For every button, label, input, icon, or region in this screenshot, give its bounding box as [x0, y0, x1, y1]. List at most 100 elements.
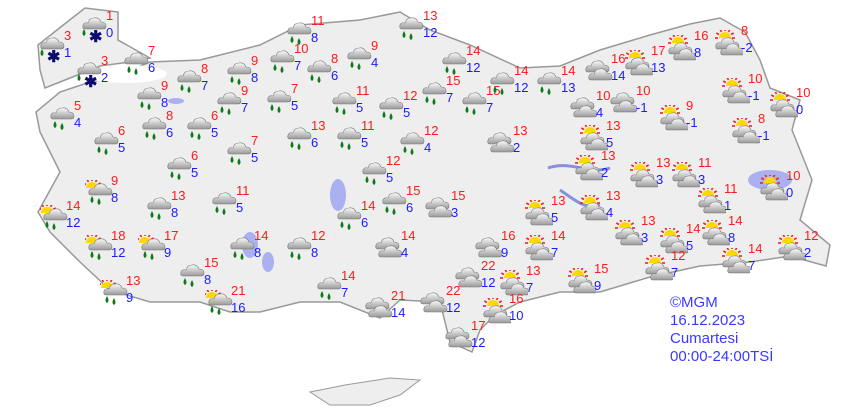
- low-temp: 7: [551, 245, 559, 260]
- high-temp: 13: [126, 273, 141, 288]
- cloudy-icon: [610, 92, 638, 113]
- cloudy-icon: [585, 60, 613, 81]
- station: 13 12: [397, 9, 441, 45]
- station: 15 6: [380, 184, 424, 220]
- low-temp: 3: [451, 205, 459, 220]
- high-temp: 22: [481, 258, 496, 273]
- high-temp: 16: [501, 228, 516, 243]
- high-temp: 13: [551, 193, 566, 208]
- station: 13 3: [630, 156, 674, 192]
- partly-cloudy-icon: [732, 118, 760, 144]
- high-temp: 8: [741, 23, 749, 38]
- high-temp: 16: [611, 51, 626, 66]
- low-temp: 3: [656, 172, 664, 187]
- low-temp: -1: [758, 128, 770, 143]
- rain-icon: [379, 97, 404, 120]
- high-temp: 3: [64, 28, 72, 43]
- partly-cloudy-icon: [660, 105, 688, 131]
- station: 11 3: [672, 156, 716, 192]
- rain-icon: [287, 127, 312, 150]
- high-temp: 14: [728, 213, 743, 228]
- low-temp: 14: [391, 305, 406, 320]
- cloudy-icon: [375, 237, 403, 258]
- sun-rain-icon: [85, 180, 113, 205]
- rain-icon: [267, 90, 292, 113]
- rain-icon: [270, 50, 295, 73]
- low-temp: 7: [446, 90, 454, 105]
- low-temp: 5: [211, 125, 219, 140]
- partly-cloudy-icon: [525, 235, 553, 261]
- rain-icon: [490, 72, 515, 95]
- high-temp: 17: [471, 318, 486, 333]
- low-temp: 14: [611, 68, 626, 83]
- rain-icon: [337, 127, 362, 150]
- high-temp: 8: [331, 51, 339, 66]
- high-temp: 13: [526, 263, 541, 278]
- station: 14 8: [228, 229, 272, 265]
- high-temp: 6: [211, 108, 219, 123]
- svg-text:✱: ✱: [89, 29, 102, 43]
- sun-rain-icon: [100, 280, 128, 305]
- station: 13 9: [100, 274, 144, 310]
- rain-icon: [142, 117, 167, 140]
- rain-icon: [147, 197, 172, 220]
- high-temp: 10: [596, 88, 611, 103]
- high-temp: 10: [786, 168, 801, 183]
- low-temp: 0: [796, 102, 804, 117]
- high-temp: 21: [391, 288, 406, 303]
- low-temp: -1: [636, 100, 648, 115]
- station: 12 7: [645, 249, 689, 285]
- low-temp: 8: [251, 70, 259, 85]
- low-temp: 8: [111, 190, 119, 205]
- forecast-period: 00:00-24:00TSİ: [670, 348, 774, 365]
- station: 14 7: [525, 229, 569, 265]
- map-legend: ©MGM 16.12.2023 Cumartesi 00:00-24:00TSİ: [670, 294, 773, 366]
- high-temp: 12: [311, 228, 326, 243]
- high-temp: 7: [148, 43, 156, 58]
- low-temp: 5: [386, 170, 394, 185]
- rain-icon: [227, 62, 252, 85]
- low-temp: 1: [64, 45, 72, 60]
- low-temp: 8: [204, 272, 212, 287]
- high-temp: 13: [606, 188, 621, 203]
- rain-icon: [442, 52, 467, 75]
- low-temp: 1: [724, 198, 732, 213]
- snow-rain-icon: ✱: [40, 37, 65, 63]
- station: 15 7: [460, 84, 504, 120]
- low-temp: -2: [741, 40, 753, 55]
- cloudy-icon: [425, 197, 453, 218]
- low-temp: 7: [748, 258, 756, 273]
- high-temp: 16: [509, 291, 524, 306]
- station: 17 13: [625, 44, 669, 80]
- low-temp: 7: [341, 285, 349, 300]
- low-temp: 8: [694, 45, 702, 60]
- low-temp: 7: [201, 78, 209, 93]
- low-temp: 7: [241, 100, 249, 115]
- partly-cloudy-icon: [525, 200, 553, 226]
- high-temp: 14: [561, 63, 576, 78]
- low-temp: 5: [356, 100, 364, 115]
- rain-icon: [187, 117, 212, 140]
- high-temp: 14: [254, 228, 269, 243]
- marmara-sea: [83, 65, 167, 83]
- high-temp: 11: [724, 181, 738, 196]
- low-temp: 8: [728, 230, 736, 245]
- partly-cloudy-icon: [575, 155, 603, 181]
- high-temp: 18: [111, 228, 126, 243]
- high-temp: 8: [166, 108, 174, 123]
- station: 14 7: [315, 269, 359, 305]
- low-temp: -1: [748, 88, 760, 103]
- station: 17 12: [445, 319, 489, 355]
- partly-cloudy-icon: [580, 195, 608, 221]
- low-temp: 6: [148, 60, 156, 75]
- high-temp: 12: [424, 123, 439, 138]
- station: 14 8: [702, 214, 746, 250]
- station: 15 8: [178, 256, 222, 292]
- station: 10 7: [268, 42, 312, 78]
- low-temp: 8: [171, 205, 179, 220]
- low-temp: 5: [361, 135, 369, 150]
- rain-icon: [212, 192, 237, 215]
